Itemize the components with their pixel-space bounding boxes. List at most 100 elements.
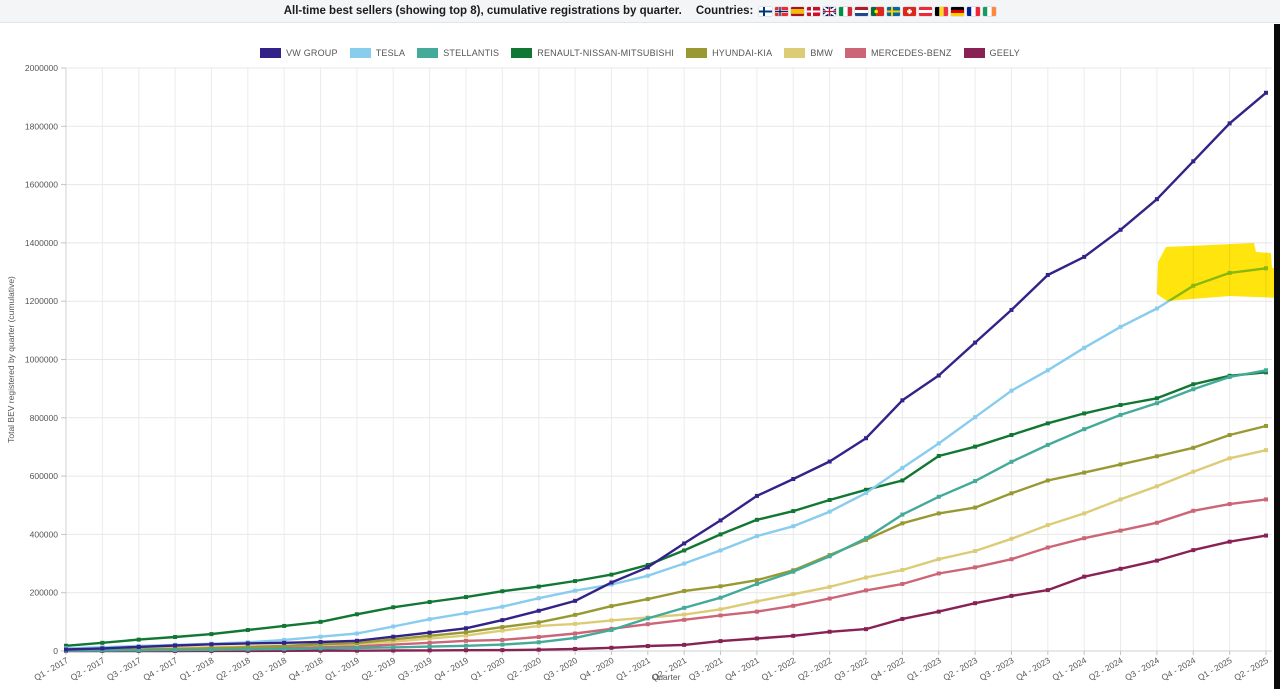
- legend-item-mercedes-benz[interactable]: MERCEDES-BENZ: [844, 48, 952, 58]
- svg-text:Q1 - 2020: Q1 - 2020: [469, 655, 507, 683]
- svg-text:Q3 - 2024: Q3 - 2024: [1123, 655, 1161, 683]
- flag-ireland-icon: [983, 6, 997, 16]
- svg-text:Q1 - 2018: Q1 - 2018: [178, 655, 216, 683]
- svg-text:600000: 600000: [30, 471, 59, 481]
- series-vw-group: [64, 90, 1268, 652]
- chart-legend: VW GROUP TESLA STELLANTIS RENAULT-NISSAN-MI…: [0, 48, 1280, 58]
- legend-label: STELLANTIS: [443, 48, 500, 58]
- legend-label: RENAULT-NISSAN-MITSUBISHI: [537, 48, 675, 58]
- legend-item-stellantis[interactable]: STELLANTIS: [417, 48, 499, 58]
- gridlines: [65, 67, 1272, 652]
- svg-text:Q2 - 2018: Q2 - 2018: [214, 655, 252, 683]
- flag-italy-icon: [839, 6, 853, 16]
- svg-text:400000: 400000: [30, 529, 59, 539]
- svg-text:Q2 - 2024: Q2 - 2024: [1087, 655, 1125, 683]
- legend-label: VW GROUP: [286, 48, 338, 58]
- legend-item-bmw[interactable]: BMW: [784, 48, 833, 58]
- svg-text:Q3 - 2019: Q3 - 2019: [396, 655, 434, 683]
- legend-swatch: [844, 48, 866, 58]
- svg-text:Q2 - 2025: Q2 - 2025: [1232, 655, 1270, 683]
- svg-text:Q3 - 2018: Q3 - 2018: [250, 655, 288, 683]
- svg-text:Q3 - 2022: Q3 - 2022: [832, 655, 870, 683]
- svg-text:Q4 - 2023: Q4 - 2023: [1014, 655, 1052, 683]
- flag-sweden-icon: [887, 6, 901, 16]
- country-flags: [759, 6, 997, 16]
- svg-text:Q3 - 2020: Q3 - 2020: [541, 655, 579, 683]
- flag-finland-icon: [759, 6, 773, 16]
- svg-text:1200000: 1200000: [25, 296, 58, 306]
- x-axis-title: Quarter: [652, 672, 681, 682]
- legend-label: MERCEDES-BENZ: [870, 48, 952, 58]
- legend-swatch: [963, 48, 985, 58]
- legend-swatch: [686, 48, 708, 58]
- legend-item-hyundai-kia[interactable]: HYUNDAI-KIA: [686, 48, 772, 58]
- svg-text:Q4 - 2022: Q4 - 2022: [869, 655, 907, 683]
- svg-text:Q4 - 2024: Q4 - 2024: [1160, 655, 1198, 683]
- y-axis-title: Total BEV registered by quarter (cumulat…: [6, 276, 16, 443]
- flag-denmark-icon: [807, 6, 821, 16]
- legend-label: HYUNDAI-KIA: [712, 48, 773, 58]
- flag-norway-icon: [775, 6, 789, 16]
- legend-label: TESLA: [375, 48, 406, 58]
- svg-text:200000: 200000: [30, 588, 59, 598]
- flag-portugal-icon: [871, 6, 885, 16]
- series-stellantis: [64, 368, 1268, 653]
- svg-text:Q1 - 2023: Q1 - 2023: [905, 655, 943, 683]
- svg-text:Q4 - 2021: Q4 - 2021: [723, 655, 761, 683]
- legend-item-tesla[interactable]: TESLA: [349, 48, 406, 58]
- right-edge-black-bar: [1274, 24, 1280, 689]
- series-renault-nissan-mitsubishi: [64, 370, 1268, 648]
- svg-text:Q4 - 2017: Q4 - 2017: [141, 655, 179, 683]
- svg-text:1800000: 1800000: [25, 121, 58, 131]
- highlighter-annotation: [1157, 243, 1280, 301]
- title-bar: All-time best sellers (showing top 8), c…: [0, 0, 1280, 23]
- svg-text:Q3 - 2017: Q3 - 2017: [105, 655, 143, 683]
- svg-text:Q1 - 2024: Q1 - 2024: [1050, 655, 1088, 683]
- svg-text:Q2 - 2023: Q2 - 2023: [941, 655, 979, 683]
- flag-austria-icon: [919, 6, 933, 16]
- svg-text:Q2 - 2020: Q2 - 2020: [505, 655, 543, 683]
- svg-text:1000000: 1000000: [25, 355, 58, 365]
- svg-text:Q1 - 2017: Q1 - 2017: [32, 655, 70, 683]
- flag-spain-icon: [791, 6, 805, 16]
- svg-text:800000: 800000: [30, 413, 59, 423]
- svg-text:0: 0: [53, 646, 58, 656]
- countries-label: Countries:: [695, 5, 754, 17]
- legend-swatch: [511, 48, 533, 58]
- svg-text:Q1 - 2019: Q1 - 2019: [323, 655, 361, 683]
- svg-text:Q2 - 2022: Q2 - 2022: [796, 655, 834, 683]
- legend-item-geely[interactable]: GEELY: [963, 48, 1020, 58]
- svg-text:Q4 - 2018: Q4 - 2018: [287, 655, 325, 683]
- svg-text:Q1 - 2022: Q1 - 2022: [760, 655, 798, 683]
- svg-text:Q4 - 2020: Q4 - 2020: [578, 655, 616, 683]
- legend-swatch: [417, 48, 439, 58]
- legend-item-vw-group[interactable]: VW GROUP: [260, 48, 338, 58]
- series-geely: [64, 533, 1268, 653]
- svg-text:Q2 - 2019: Q2 - 2019: [360, 655, 398, 683]
- svg-text:Q3 - 2021: Q3 - 2021: [687, 655, 725, 683]
- y-axis: 0 200000 400000 600000 800000 1000000 1200000 1…: [25, 63, 67, 656]
- flag-netherlands-icon: [855, 6, 869, 16]
- svg-text:1600000: 1600000: [25, 180, 58, 190]
- svg-text:Q3 - 2023: Q3 - 2023: [978, 655, 1016, 683]
- flag-united-kingdom-icon: [823, 6, 837, 16]
- legend-item-renault-nissan-mitsubishi[interactable]: RENAULT-NISSAN-MITSUBISHI: [511, 48, 674, 58]
- legend-swatch: [260, 48, 282, 58]
- legend-swatch: [349, 48, 371, 58]
- svg-text:1400000: 1400000: [25, 238, 58, 248]
- chart-title: All-time best sellers (showing top 8), c…: [283, 5, 682, 17]
- legend-label: BMW: [810, 48, 833, 58]
- flag-belgium-icon: [935, 6, 949, 16]
- svg-text:2000000: 2000000: [25, 63, 58, 73]
- flag-switzerland-icon: [903, 6, 917, 16]
- svg-text:Q1 - 2021: Q1 - 2021: [614, 655, 652, 683]
- flag-germany-icon: [951, 6, 965, 16]
- svg-text:Q4 - 2019: Q4 - 2019: [432, 655, 470, 683]
- svg-text:Q2 - 2017: Q2 - 2017: [69, 655, 107, 683]
- legend-label: GEELY: [989, 48, 1020, 58]
- svg-text:Q1 - 2025: Q1 - 2025: [1196, 655, 1234, 683]
- flag-france-icon: [967, 6, 981, 16]
- legend-swatch: [784, 48, 806, 58]
